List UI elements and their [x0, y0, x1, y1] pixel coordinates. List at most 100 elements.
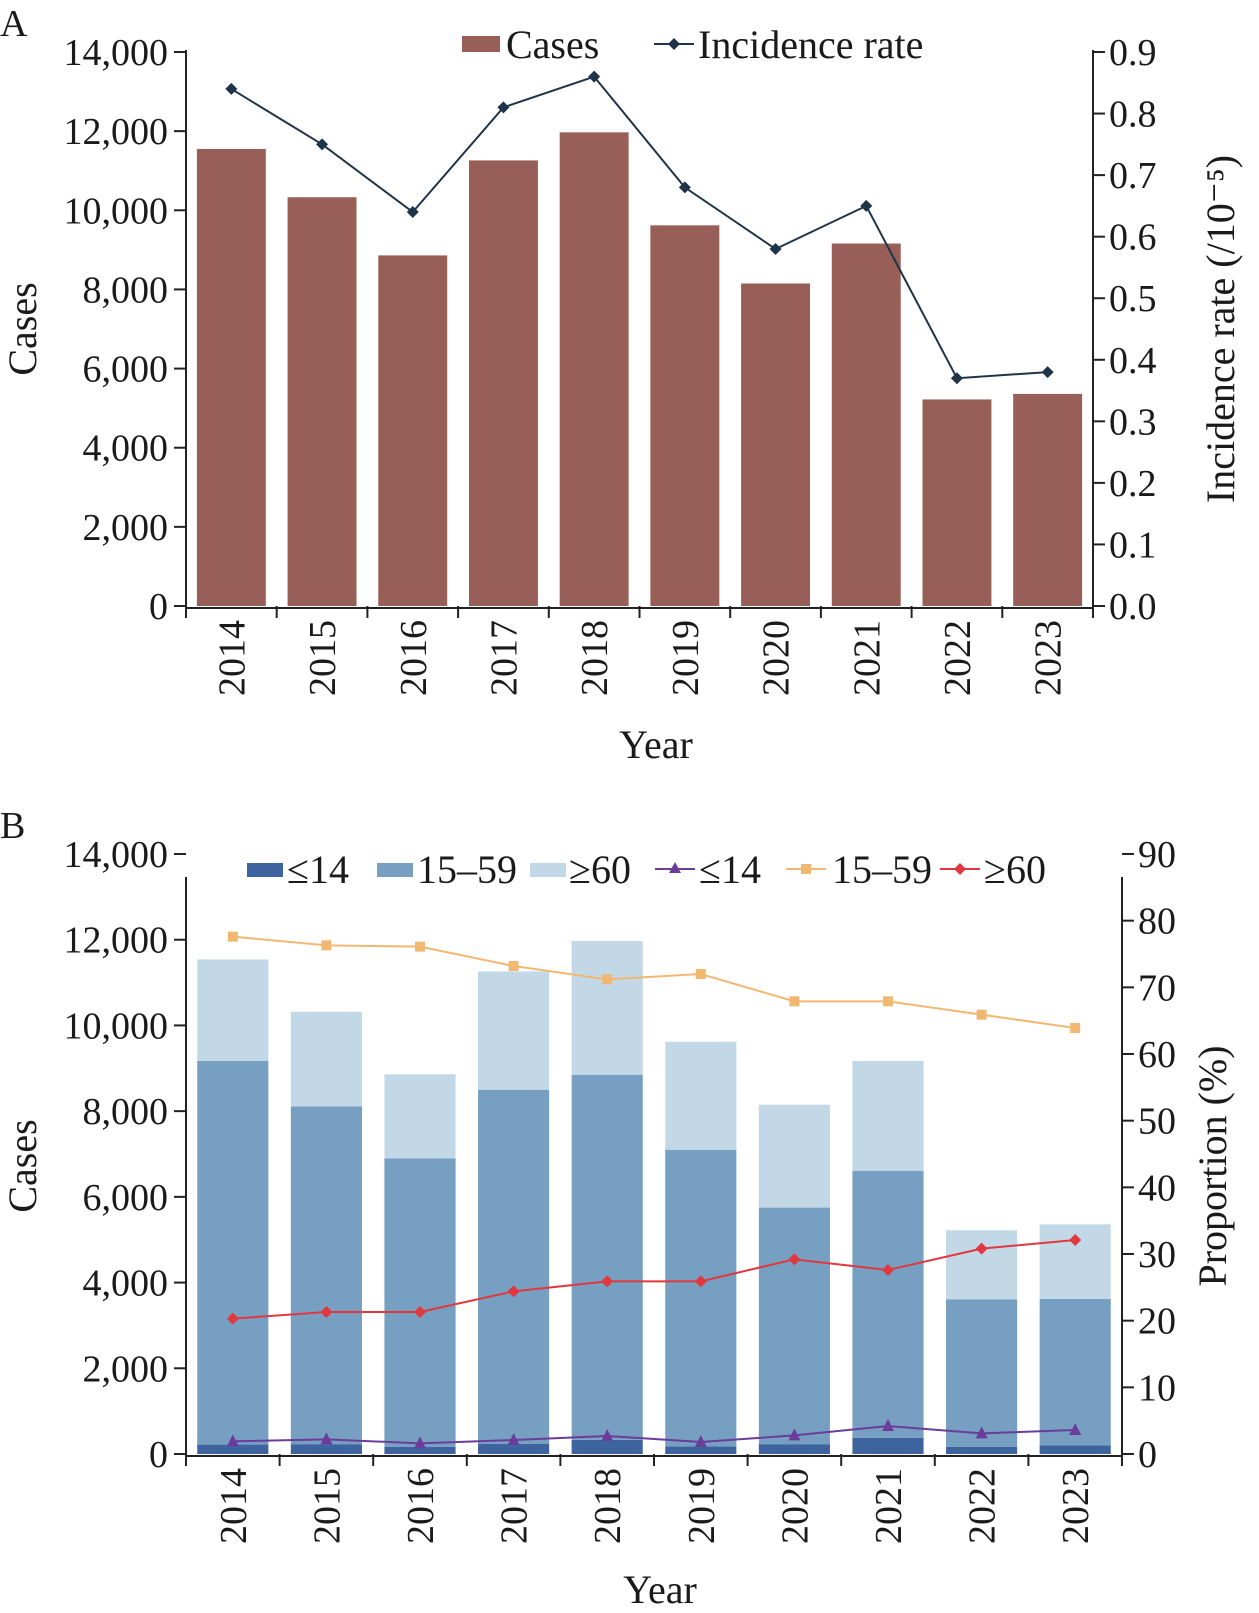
legend-incidence-label: Incidence rate	[698, 22, 923, 67]
line-point	[507, 1433, 520, 1445]
bar-Cases-2021	[831, 243, 901, 607]
line-point	[601, 1429, 614, 1441]
y-tick-label: 10,000	[64, 190, 169, 232]
panel-b-x-axis-title: Year	[623, 1567, 697, 1612]
line-point	[497, 101, 510, 114]
panel-b-bars	[197, 941, 1111, 1454]
bar-1559-2020	[758, 1207, 830, 1445]
y2-tick-label: 80	[1138, 901, 1176, 943]
line-point	[406, 206, 419, 219]
bar-1559-2014	[197, 1061, 269, 1445]
line-point	[226, 1312, 239, 1325]
legend-bar-le14-label: ≤14	[287, 847, 349, 892]
bar-60-2019	[665, 1041, 737, 1150]
y2-tick-label: 0.0	[1109, 586, 1157, 628]
line-point	[1041, 366, 1054, 379]
legend-cases-swatch	[462, 36, 500, 52]
y-tick-label: 14,000	[64, 834, 169, 876]
line-point	[414, 1306, 426, 1318]
x-tick-label: 2014	[211, 620, 253, 696]
line-point	[320, 1306, 333, 1318]
line-point	[882, 1264, 894, 1276]
y-tick-label: 6,000	[83, 1177, 169, 1219]
line-point	[694, 1435, 707, 1447]
bar-14-2014	[197, 1444, 269, 1454]
line-point	[508, 961, 519, 971]
y2-tick-label: 0.8	[1109, 94, 1157, 136]
legend-bar-le14-swatch	[247, 863, 283, 877]
x-tick-label: 2021	[846, 620, 888, 696]
line-point	[950, 372, 963, 385]
y2-tick-label: 10	[1138, 1367, 1176, 1409]
panel-a-label: A	[0, 3, 28, 45]
bar-Cases-2016	[378, 255, 448, 606]
line-series	[232, 935, 1076, 1029]
bar-60-2022	[946, 1230, 1018, 1300]
legend-incidence-marker	[668, 38, 680, 50]
panel-a-x-axis-title: Year	[619, 722, 693, 767]
line-point	[414, 1436, 426, 1449]
line-point	[975, 1242, 988, 1255]
line-point	[678, 181, 691, 194]
x-tick-label: 2019	[681, 1468, 723, 1544]
legend-bar-ge60-swatch	[530, 863, 566, 877]
bar-Cases-2020	[741, 283, 811, 606]
y2-tick-label: 90	[1138, 834, 1176, 876]
bar-14-2017	[478, 1443, 550, 1454]
x-tick-label: 2017	[494, 1468, 536, 1544]
line-point	[316, 138, 329, 151]
line-point	[320, 1432, 333, 1445]
panel-a-y-ticks: 0 2,000 4,000 6,000 8,000 10,000 12,000 14,000	[64, 32, 186, 628]
panel-b-lines	[226, 931, 1082, 1449]
y-tick-label: 0	[149, 1434, 168, 1476]
x-tick-label: 2023	[1055, 1468, 1097, 1544]
bar-Cases-2019	[650, 225, 720, 606]
y2-tick-label: 0.1	[1109, 524, 1157, 566]
panel-b-y-axis-title: Cases	[0, 1119, 45, 1212]
legend-line-ge60-label: ≥60	[984, 847, 1046, 892]
y-tick-label: 4,000	[83, 1263, 169, 1305]
line-point	[225, 82, 238, 95]
bar-14-2020	[758, 1444, 830, 1454]
bar-Cases-2015	[287, 197, 357, 606]
y2-tick-label: 0.4	[1109, 340, 1157, 382]
line-point	[1070, 1023, 1081, 1033]
bar-60-2020	[758, 1104, 830, 1208]
y2-tick-label: 20	[1138, 1301, 1176, 1343]
line-point	[695, 969, 706, 979]
panel-b-y2-ticks: 0 10 20 30 40 50 60 70 80 90	[1122, 834, 1176, 1476]
y2-tick-label: 0.9	[1109, 32, 1157, 74]
panel-a-y-axis-title: Cases	[0, 282, 45, 375]
bar-Cases-2022	[922, 399, 992, 606]
x-tick-label: 2018	[587, 1468, 629, 1544]
line-point	[227, 931, 238, 942]
bar-60-2021	[852, 1061, 924, 1171]
bar-60-2015	[290, 1011, 362, 1107]
y-tick-label: 12,000	[64, 920, 169, 962]
legend-bar-15-59-swatch	[377, 863, 413, 877]
panel-b: B 0 2,000 4,000 6,000 8,000 10,000 12,000 14,00…	[0, 805, 1235, 1612]
bar-60-2017	[478, 971, 550, 1090]
bar-14-2018	[571, 1439, 643, 1454]
bar-Cases-2023	[1013, 393, 1083, 606]
panel-b-label: B	[0, 805, 25, 847]
bar-60-2018	[571, 941, 643, 1075]
line-point	[507, 1285, 520, 1298]
line-point	[415, 941, 425, 952]
line-point	[789, 996, 800, 1007]
legend-line-ge60-marker	[954, 863, 966, 875]
line-point	[1069, 1423, 1082, 1435]
panel-a: A 0 2,000 4,000 6,000 8,000 10,000 12,000 14,00…	[0, 3, 1243, 767]
x-tick-label: 2015	[306, 1468, 348, 1544]
line-point	[860, 199, 873, 212]
y-tick-label: 2,000	[83, 1348, 169, 1390]
panel-a-line	[225, 70, 1054, 385]
panel-a-legend: Cases Incidence rate	[462, 22, 923, 67]
y-tick-label: 12,000	[64, 111, 169, 153]
bar-1559-2023	[1039, 1298, 1111, 1446]
bar-1559-2018	[571, 1074, 643, 1440]
bar-Cases-2014	[196, 148, 266, 606]
line-point	[883, 996, 893, 1007]
y2-tick-label: 0.6	[1109, 217, 1157, 259]
